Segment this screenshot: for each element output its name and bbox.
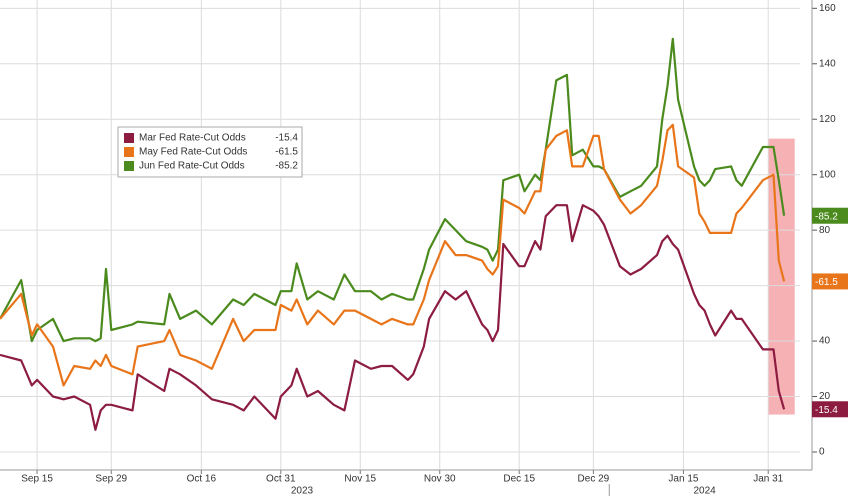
year-label: 2023 <box>291 486 314 496</box>
series-line <box>0 37 786 343</box>
y-tick-label: 140 <box>819 58 836 69</box>
end-label-box <box>812 273 848 290</box>
end-label: -85.2 <box>815 211 838 222</box>
end-label: -15.4 <box>815 405 838 416</box>
legend: Mar Fed Rate-Cut Odds -15.4 May Fed Rate-C… <box>117 126 303 178</box>
y-tick-label: 40 <box>819 336 831 347</box>
year-label: 2024 <box>694 486 717 496</box>
x-tick-label: Oct 31 <box>266 474 296 485</box>
legend-value: -61.5 <box>275 147 298 158</box>
legend-label: Jun Fed Rate-Cut Odds <box>139 161 245 172</box>
legend-value: -85.2 <box>275 161 298 172</box>
legend-swatch <box>124 147 134 157</box>
x-tick-label: Sep 15 <box>21 474 53 485</box>
series-line <box>0 123 786 387</box>
legend-value: -15.4 <box>275 133 298 144</box>
legend-label: May Fed Rate-Cut Odds <box>139 147 247 158</box>
x-tick-label: Sep 29 <box>95 474 127 485</box>
y-tick-label: 20 <box>819 391 831 402</box>
y-tick-label: 120 <box>819 114 836 125</box>
legend-box <box>117 126 303 178</box>
highlight-band <box>768 138 795 415</box>
legend-label: Mar Fed Rate-Cut Odds <box>139 133 246 144</box>
x-tick-label: Oct 16 <box>187 474 217 485</box>
end-label: -61.5 <box>815 277 838 288</box>
x-tick-label: Jan 31 <box>753 474 783 485</box>
x-tick-label: Nov 15 <box>344 474 376 485</box>
y-tick-label: 80 <box>819 225 831 236</box>
x-tick-label: Dec 29 <box>578 474 610 485</box>
series-line <box>0 204 786 431</box>
y-tick-label: 0 <box>819 447 825 458</box>
legend-swatch <box>124 161 134 171</box>
x-tick-label: Jan 15 <box>668 474 698 485</box>
end-label-box <box>812 207 848 224</box>
legend-swatch <box>124 133 134 143</box>
end-label-box <box>812 401 848 418</box>
x-tick-label: Dec 15 <box>503 474 535 485</box>
x-tick-label: Nov 30 <box>424 474 456 485</box>
y-tick-label: 100 <box>819 169 836 180</box>
y-tick-label: 160 <box>819 3 836 14</box>
